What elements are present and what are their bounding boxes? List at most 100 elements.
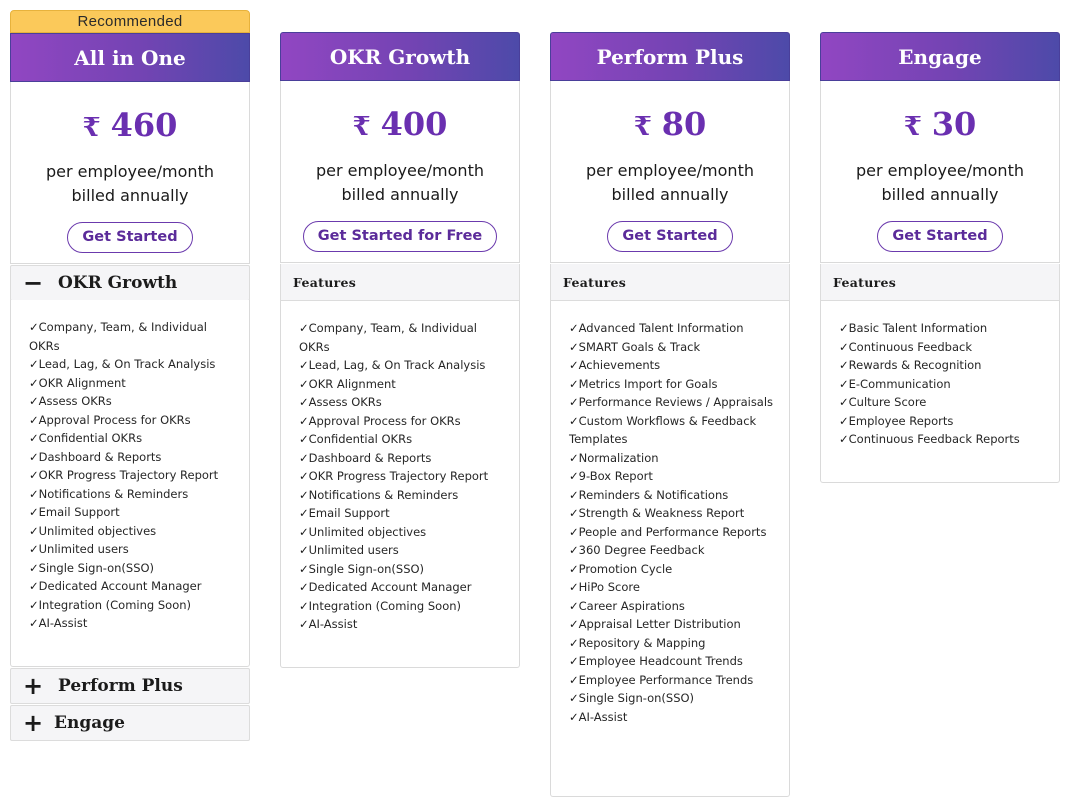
billing-line-1: per employee/month	[316, 161, 484, 180]
feature-item: Promotion Cycle	[569, 560, 779, 579]
feature-item: Email Support	[29, 503, 239, 522]
accordion-label: Engage	[54, 713, 125, 733]
plan-title: All in One	[10, 33, 250, 82]
price-value: 460	[110, 106, 178, 144]
billing-line-2: billed annually	[881, 185, 999, 204]
feature-item: Continuous Feedback Reports	[839, 430, 1049, 449]
features-heading: Features	[550, 264, 790, 301]
billing-line-2: billed annually	[71, 186, 189, 205]
feature-list: Company, Team, & Individual OKRs Lead, L…	[11, 300, 249, 633]
price-section: ₹80 per employee/month billed annually G…	[550, 81, 790, 263]
billing-text: per employee/month billed annually	[551, 159, 789, 207]
feature-item: Approval Process for OKRs	[299, 412, 509, 431]
feature-item: Single Sign-on(SSO)	[299, 560, 509, 579]
feature-item: AI-Assist	[569, 708, 779, 727]
feature-list: Basic Talent Information Continuous Feed…	[821, 301, 1059, 449]
feature-item: Career Aspirations	[569, 597, 779, 616]
billing-line-1: per employee/month	[856, 161, 1024, 180]
feature-item: Email Support	[299, 504, 509, 523]
get-started-button[interactable]: Get Started	[607, 221, 733, 252]
rupee-icon: ₹	[633, 112, 652, 142]
feature-item: Advanced Talent Information	[569, 319, 779, 338]
expand-icon: +	[23, 672, 44, 700]
feature-item: OKR Progress Trajectory Report	[299, 467, 509, 486]
expand-icon: +	[23, 709, 44, 737]
feature-item: Confidential OKRs	[299, 430, 509, 449]
feature-item: E-Communication	[839, 375, 1049, 394]
billing-line-2: billed annually	[611, 185, 729, 204]
rupee-icon: ₹	[903, 112, 922, 142]
feature-item: 9-Box Report	[569, 467, 779, 486]
feature-item: Company, Team, & Individual OKRs	[29, 318, 239, 355]
feature-item: Integration (Coming Soon)	[29, 596, 239, 615]
feature-item: Normalization	[569, 449, 779, 468]
feature-item: Employee Reports	[839, 412, 1049, 431]
feature-list-panel: Advanced Talent Information SMART Goals …	[550, 301, 790, 797]
feature-item: OKR Alignment	[29, 374, 239, 393]
feature-item: Dashboard & Reports	[299, 449, 509, 468]
feature-item: Integration (Coming Soon)	[299, 597, 509, 616]
price: ₹400	[281, 105, 519, 145]
feature-item: Strength & Weakness Report	[569, 504, 779, 523]
feature-item: OKR Alignment	[299, 375, 509, 394]
get-started-button[interactable]: Get Started	[67, 222, 193, 253]
feature-item: Rewards & Recognition	[839, 356, 1049, 375]
features-heading: Features	[280, 264, 520, 301]
features-heading: Features	[820, 264, 1060, 301]
plan-title: Engage	[820, 32, 1060, 81]
get-started-button[interactable]: Get Started	[877, 221, 1003, 252]
feature-item: Company, Team, & Individual OKRs	[299, 319, 509, 356]
feature-item: Culture Score	[839, 393, 1049, 412]
accordion-perform-plus[interactable]: + Perform Plus	[10, 668, 250, 704]
feature-item: 360 Degree Feedback	[569, 541, 779, 560]
rupee-icon: ₹	[82, 113, 101, 143]
price-value: 30	[931, 105, 977, 143]
feature-item: HiPo Score	[569, 578, 779, 597]
billing-text: per employee/month billed annually	[281, 159, 519, 207]
feature-item: Reminders & Notifications	[569, 486, 779, 505]
plan-title: OKR Growth	[280, 32, 520, 81]
accordion-okr-growth[interactable]: − OKR Growth	[10, 265, 250, 301]
feature-item: Repository & Mapping	[569, 634, 779, 653]
price: ₹80	[551, 105, 789, 145]
accordion-engage[interactable]: + Engage	[10, 705, 250, 741]
feature-item: Single Sign-on(SSO)	[29, 559, 239, 578]
feature-item: Notifications & Reminders	[29, 485, 239, 504]
feature-item: Basic Talent Information	[839, 319, 1049, 338]
feature-item: Unlimited objectives	[29, 522, 239, 541]
feature-item: AI-Assist	[299, 615, 509, 634]
feature-item: Unlimited objectives	[299, 523, 509, 542]
billing-line-1: per employee/month	[586, 161, 754, 180]
feature-item: Metrics Import for Goals	[569, 375, 779, 394]
feature-item: Notifications & Reminders	[299, 486, 509, 505]
feature-item: SMART Goals & Track	[569, 338, 779, 357]
feature-item: Unlimited users	[29, 540, 239, 559]
billing-line-2: billed annually	[341, 185, 459, 204]
feature-item: Continuous Feedback	[839, 338, 1049, 357]
feature-list-panel: Company, Team, & Individual OKRs Lead, L…	[280, 301, 520, 668]
accordion-label: OKR Growth	[58, 273, 178, 293]
plan-title: Perform Plus	[550, 32, 790, 81]
feature-item: Single Sign-on(SSO)	[569, 689, 779, 708]
feature-item: Appraisal Letter Distribution	[569, 615, 779, 634]
feature-item: OKR Progress Trajectory Report	[29, 466, 239, 485]
feature-item: Dedicated Account Manager	[29, 577, 239, 596]
accordion-label: Perform Plus	[58, 676, 183, 696]
feature-item: Dedicated Account Manager	[299, 578, 509, 597]
feature-list: Company, Team, & Individual OKRs Lead, L…	[281, 301, 519, 634]
feature-item: Performance Reviews / Appraisals	[569, 393, 779, 412]
rupee-icon: ₹	[352, 112, 371, 142]
recommended-badge: Recommended	[10, 10, 250, 33]
feature-list: Advanced Talent Information SMART Goals …	[551, 301, 789, 726]
billing-line-1: per employee/month	[46, 162, 214, 181]
feature-item: Employee Performance Trends	[569, 671, 779, 690]
price: ₹460	[11, 106, 249, 146]
feature-list-panel: Company, Team, & Individual OKRs Lead, L…	[10, 300, 250, 667]
feature-item: Unlimited users	[299, 541, 509, 560]
price-section: ₹30 per employee/month billed annually G…	[820, 81, 1060, 263]
feature-item: AI-Assist	[29, 614, 239, 633]
feature-list-panel: Basic Talent Information Continuous Feed…	[820, 301, 1060, 483]
feature-item: Confidential OKRs	[29, 429, 239, 448]
price: ₹30	[821, 105, 1059, 145]
get-started-free-button[interactable]: Get Started for Free	[302, 221, 498, 252]
